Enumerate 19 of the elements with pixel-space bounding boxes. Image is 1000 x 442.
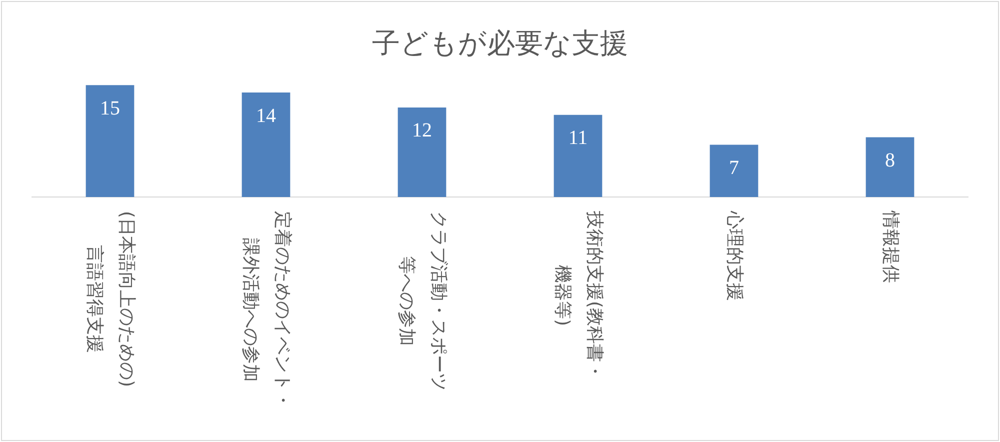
x-tick-label: 心理的支援 <box>723 211 746 301</box>
data-label: 7 <box>729 157 739 180</box>
bar <box>554 114 602 197</box>
bar <box>398 107 446 197</box>
bar <box>242 92 290 197</box>
bar <box>710 144 758 197</box>
data-label: 8 <box>885 150 895 172</box>
x-tick-label: 情報提供 <box>879 211 902 283</box>
x-tick-label: クラブ活動・スポーツ等への参加 <box>395 211 450 391</box>
x-tick-label: 技術的支援(教科書・機器等) <box>551 211 606 380</box>
bar <box>86 85 134 197</box>
chart-title: 子どもが必要な支援 <box>372 28 628 59</box>
x-tick-label: 定着のためのイベント・課外活動への参加 <box>239 211 294 409</box>
data-label: 11 <box>568 127 588 150</box>
x-tick-label: (日本語向上のための)言語習得支援 <box>83 211 138 388</box>
data-label: 14 <box>256 104 276 127</box>
data-label: 12 <box>412 120 432 142</box>
data-label: 15 <box>100 97 120 120</box>
bar <box>866 137 914 197</box>
